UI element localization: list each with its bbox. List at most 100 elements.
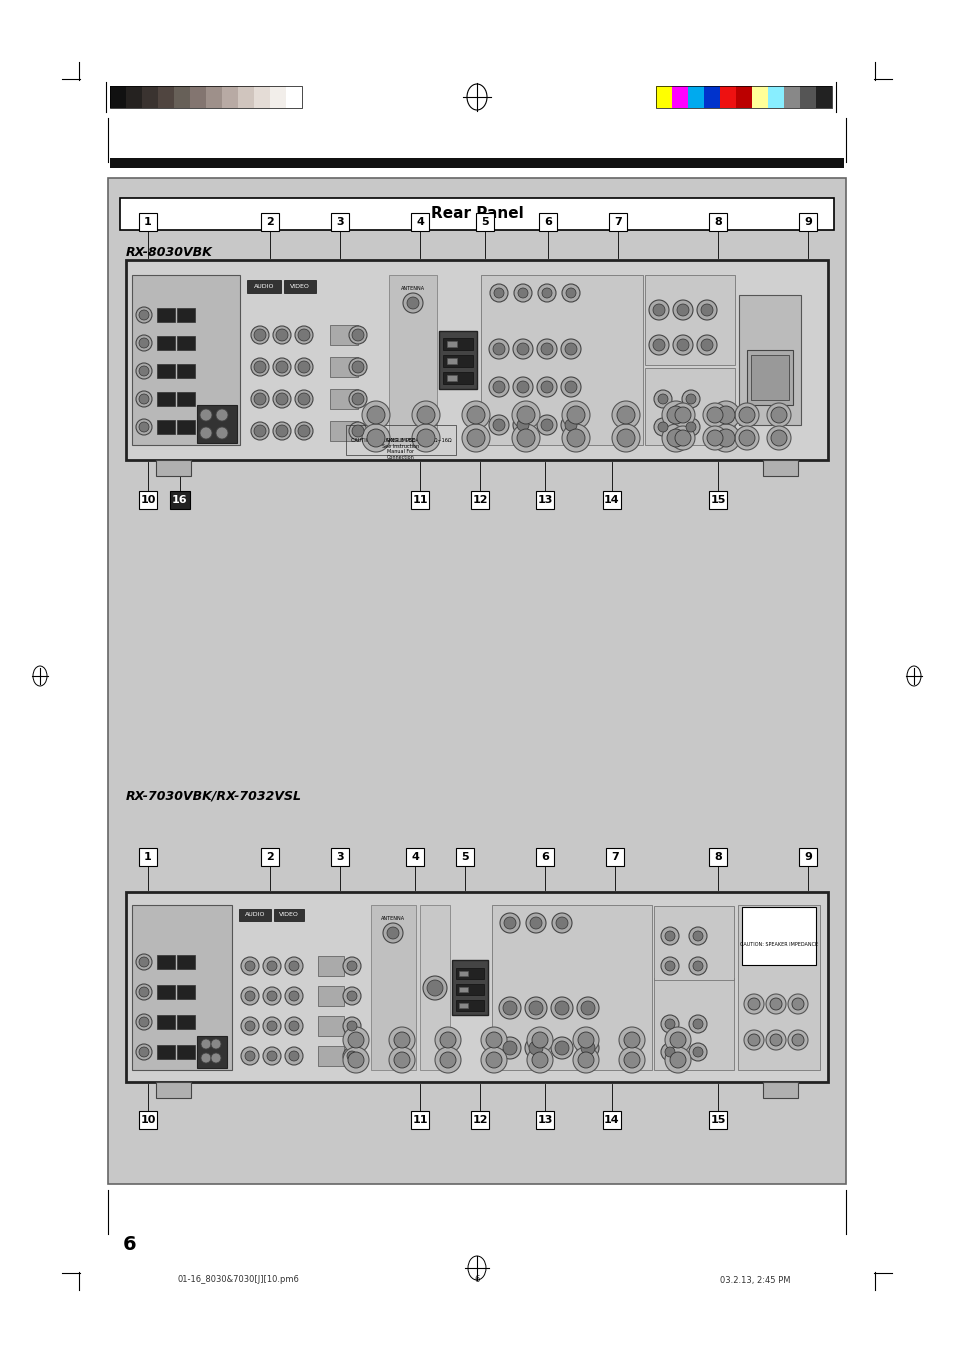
Bar bbox=[126, 87, 142, 108]
Circle shape bbox=[564, 343, 577, 356]
Circle shape bbox=[136, 984, 152, 1000]
Circle shape bbox=[580, 1041, 595, 1055]
Circle shape bbox=[263, 1017, 281, 1036]
Circle shape bbox=[502, 1000, 517, 1015]
Bar bbox=[442, 372, 473, 384]
Circle shape bbox=[348, 1052, 364, 1068]
Bar bbox=[157, 1015, 174, 1029]
Bar bbox=[735, 87, 751, 108]
Text: 9: 9 bbox=[803, 218, 811, 227]
Circle shape bbox=[566, 406, 584, 425]
Bar bbox=[720, 87, 735, 108]
Circle shape bbox=[251, 358, 269, 376]
Bar bbox=[346, 425, 456, 456]
Bar bbox=[317, 1046, 344, 1065]
Text: 03.2.13, 2:45 PM: 03.2.13, 2:45 PM bbox=[720, 1275, 790, 1284]
Circle shape bbox=[241, 1017, 258, 1036]
Bar bbox=[253, 87, 270, 108]
Circle shape bbox=[361, 402, 390, 429]
Text: 3: 3 bbox=[335, 218, 343, 227]
Circle shape bbox=[387, 927, 398, 940]
Circle shape bbox=[675, 430, 690, 446]
Circle shape bbox=[513, 415, 533, 435]
Circle shape bbox=[389, 1046, 415, 1073]
Circle shape bbox=[136, 335, 152, 352]
Circle shape bbox=[512, 402, 539, 429]
Bar bbox=[158, 87, 173, 108]
Bar bbox=[139, 1111, 157, 1129]
Circle shape bbox=[524, 1037, 546, 1059]
Circle shape bbox=[211, 1038, 221, 1049]
Circle shape bbox=[347, 1051, 356, 1061]
Bar bbox=[126, 892, 827, 1082]
Circle shape bbox=[273, 358, 291, 376]
Circle shape bbox=[251, 422, 269, 439]
Bar bbox=[687, 87, 703, 108]
Circle shape bbox=[769, 1034, 781, 1046]
Circle shape bbox=[677, 339, 688, 352]
Circle shape bbox=[402, 293, 422, 314]
Circle shape bbox=[706, 407, 722, 423]
Text: 10: 10 bbox=[140, 495, 155, 506]
Circle shape bbox=[275, 329, 288, 341]
Circle shape bbox=[517, 381, 529, 393]
Circle shape bbox=[289, 1051, 298, 1061]
Bar bbox=[177, 986, 194, 999]
Text: 11: 11 bbox=[412, 495, 427, 506]
Text: 8: 8 bbox=[714, 852, 721, 863]
Bar bbox=[157, 420, 174, 434]
Bar bbox=[157, 308, 174, 322]
Bar bbox=[170, 491, 190, 508]
Circle shape bbox=[711, 425, 740, 452]
Bar bbox=[331, 214, 349, 231]
Circle shape bbox=[711, 402, 740, 429]
Bar bbox=[177, 955, 194, 969]
Circle shape bbox=[692, 932, 702, 941]
Circle shape bbox=[666, 406, 684, 425]
Bar bbox=[331, 848, 349, 867]
Text: 5: 5 bbox=[460, 852, 468, 863]
Circle shape bbox=[564, 419, 577, 431]
Circle shape bbox=[251, 326, 269, 343]
Circle shape bbox=[692, 1019, 702, 1029]
Circle shape bbox=[529, 1041, 542, 1055]
Text: 15: 15 bbox=[710, 495, 725, 506]
Bar bbox=[177, 392, 194, 406]
Circle shape bbox=[702, 426, 726, 450]
Circle shape bbox=[739, 430, 754, 446]
Bar bbox=[173, 87, 190, 108]
Circle shape bbox=[677, 304, 688, 316]
Circle shape bbox=[766, 403, 790, 427]
Circle shape bbox=[139, 1046, 149, 1057]
Circle shape bbox=[692, 1046, 702, 1057]
Circle shape bbox=[666, 429, 684, 448]
Bar bbox=[783, 87, 800, 108]
Bar bbox=[110, 158, 843, 168]
Circle shape bbox=[524, 996, 546, 1019]
Circle shape bbox=[770, 407, 786, 423]
Circle shape bbox=[577, 1037, 598, 1059]
Circle shape bbox=[489, 377, 509, 397]
Circle shape bbox=[245, 991, 254, 1000]
Bar bbox=[270, 87, 286, 108]
Bar bbox=[458, 971, 468, 976]
Circle shape bbox=[791, 1034, 803, 1046]
Circle shape bbox=[349, 422, 367, 439]
Circle shape bbox=[526, 1046, 553, 1073]
Circle shape bbox=[498, 1037, 520, 1059]
Bar bbox=[456, 848, 474, 867]
Text: AUDIO: AUDIO bbox=[253, 284, 274, 288]
Bar bbox=[538, 214, 557, 231]
Circle shape bbox=[670, 403, 695, 427]
Circle shape bbox=[681, 389, 700, 408]
Circle shape bbox=[267, 1051, 276, 1061]
Text: 7: 7 bbox=[611, 852, 618, 863]
Text: 12: 12 bbox=[472, 495, 487, 506]
Circle shape bbox=[245, 961, 254, 971]
Bar bbox=[741, 907, 815, 965]
Bar bbox=[708, 214, 726, 231]
Bar bbox=[411, 1111, 429, 1129]
Text: 15: 15 bbox=[710, 1115, 725, 1125]
Circle shape bbox=[743, 994, 763, 1014]
Circle shape bbox=[253, 393, 266, 406]
